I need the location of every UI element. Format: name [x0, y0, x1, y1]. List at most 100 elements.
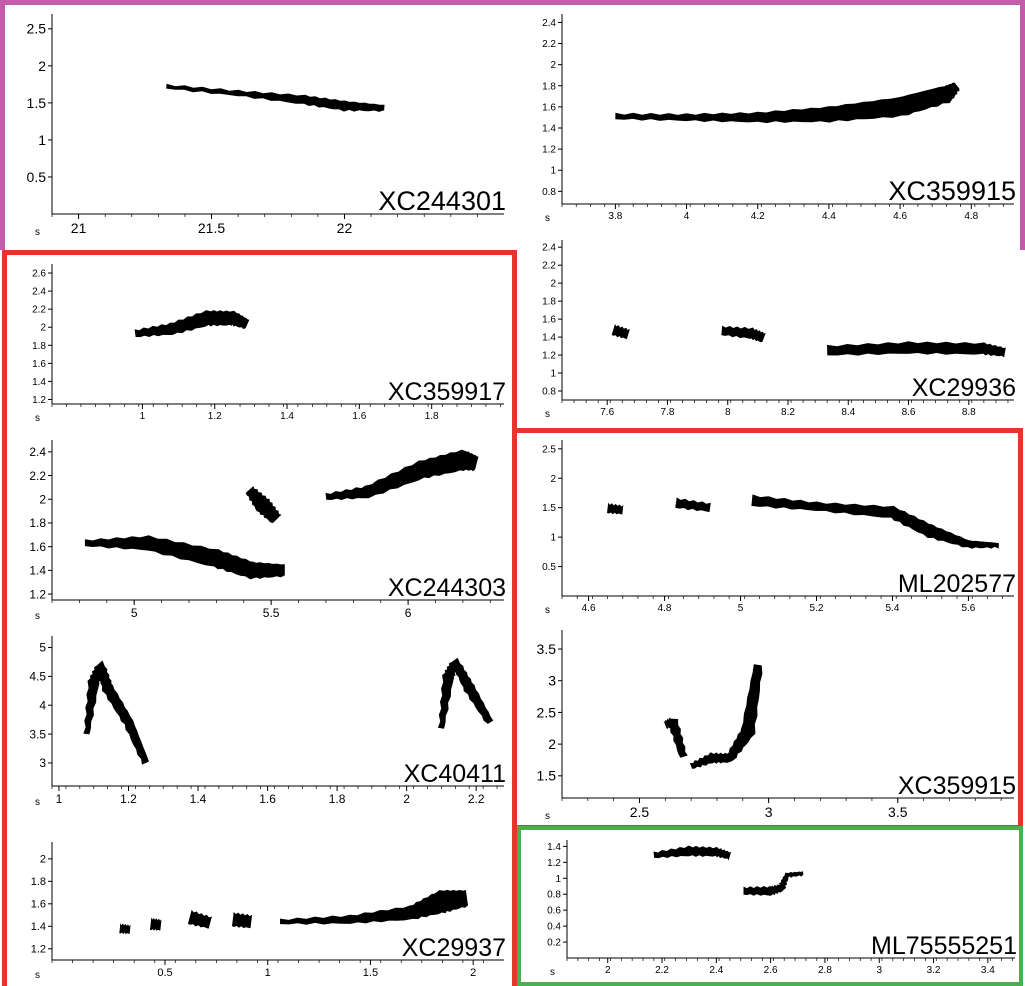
x-tick-label: 2.4 — [709, 965, 723, 976]
y-tick-label: 1.6 — [29, 540, 46, 554]
x-unit-label: s — [35, 227, 40, 238]
x-tick-label: 4.4 — [822, 211, 836, 222]
x-tick-label: 8.6 — [902, 407, 916, 418]
x-tick-label: 4.8 — [964, 211, 978, 222]
x-tick-label: 5.5 — [263, 606, 280, 620]
panel-xc244301: 0.5 1 1.5 2 2.5 21 21.5 22 s XC244301 — [27, 14, 506, 238]
y-tick-label: 1.2 — [542, 145, 556, 156]
x-tick-label: 2.5 — [630, 804, 650, 820]
recording-id-label: XC359915 — [898, 772, 1016, 800]
y-tick-label: 0.8 — [542, 387, 556, 398]
spectrogram-trace — [751, 494, 999, 549]
y-tick-label: 1 — [550, 166, 556, 177]
x-tick-label: 1.8 — [329, 792, 346, 806]
spectrogram-trace — [437, 657, 494, 729]
y-tick-label: 1.4 — [547, 842, 561, 853]
y-tick-label: 1.6 — [31, 899, 46, 911]
y-tick-label: 0.4 — [547, 922, 561, 933]
x-unit-label: s — [545, 213, 550, 224]
spectrogram-trace — [607, 502, 624, 515]
recording-id-label: XC244301 — [378, 186, 506, 216]
spectrogram-trace — [675, 497, 711, 513]
x-tick-label: 8.8 — [962, 407, 976, 418]
x-unit-label: s — [545, 605, 550, 616]
y-tick-label: 1.2 — [31, 944, 46, 956]
y-tick-label: 3.5 — [29, 727, 46, 741]
x-tick-label: 1.8 — [425, 411, 439, 422]
y-tick-label: 2.5 — [542, 444, 556, 455]
y-tick-label: 4.5 — [29, 670, 46, 684]
panel-xc359915-a: 0.8 1 1.2 1.4 1.6 1.8 2 2.2 2.4 3.8 4 4.2 4.4 4.6 4.8 s… — [542, 14, 1016, 224]
x-unit-label: s — [545, 409, 550, 420]
y-tick-label: 2 — [548, 736, 556, 752]
spectrogram-trace — [166, 83, 385, 112]
x-tick-label: 5.4 — [886, 603, 900, 614]
recording-id-label: XC29936 — [912, 374, 1016, 402]
spectrogram-trace — [83, 660, 149, 765]
panel-xc359915-b: 1.5 2 2.5 3 3.5 2.5 3 3.5 s XC359915 — [537, 630, 1016, 822]
spectrogram-trace — [134, 310, 250, 338]
x-tick-label: 22 — [337, 220, 353, 236]
x-tick-label: 5.6 — [961, 603, 975, 614]
spectrogram-trace — [615, 82, 960, 124]
spectrogram-trace — [119, 923, 131, 935]
x-tick-label: 4 — [684, 211, 690, 222]
x-tick-label: 1 — [265, 967, 271, 979]
x-tick-label: 4.6 — [582, 603, 596, 614]
y-tick-label: 1 — [38, 132, 46, 148]
x-tick-label: 2.2 — [655, 965, 669, 976]
x-tick-label: 2 — [470, 967, 476, 979]
recording-id-label: ML75555251 — [871, 932, 1017, 960]
spectrogram-trace — [611, 324, 630, 340]
x-tick-label: 4.8 — [658, 603, 672, 614]
y-tick-label: 3 — [39, 756, 46, 770]
x-tick-label: 7.8 — [661, 407, 675, 418]
x-tick-label: 3.4 — [981, 965, 995, 976]
y-tick-label: 1 — [550, 369, 556, 380]
y-tick-label: 2.4 — [29, 445, 46, 459]
y-tick-label: 2.2 — [542, 261, 556, 272]
spectrogram-trace — [743, 871, 804, 896]
x-tick-label: 8 — [725, 407, 731, 418]
recording-id-label: XC29937 — [402, 934, 506, 962]
x-tick-label: 7.6 — [600, 407, 614, 418]
y-tick-label: 5 — [39, 641, 46, 655]
y-tick-label: 1.8 — [31, 876, 46, 888]
x-tick-label: 4.6 — [893, 211, 907, 222]
x-tick-label: 3 — [876, 965, 882, 976]
y-tick-label: 2.6 — [32, 269, 46, 280]
x-unit-label: s — [35, 970, 40, 981]
y-tick-label: 2.2 — [29, 469, 46, 483]
spectrogram-trace — [827, 341, 1006, 358]
x-unit-label: s — [545, 811, 550, 822]
y-tick-label: 2.2 — [32, 305, 46, 316]
panel-ml202577: 0.5 1 1.5 2 2.5 4.6 4.8 5 5.2 5.4 5.6 s ML202577 — [542, 440, 1016, 616]
x-tick-label: 5.2 — [810, 603, 824, 614]
x-unit-label: s — [35, 797, 40, 808]
y-tick-label: 2 — [40, 854, 46, 866]
x-tick-label: 3.8 — [608, 211, 622, 222]
y-tick-label: 2 — [550, 279, 556, 290]
x-tick-label: 1.5 — [363, 967, 378, 979]
y-tick-label: 1.8 — [542, 81, 556, 92]
y-tick-label: 2.4 — [32, 287, 46, 298]
recording-id-label: XC359915 — [888, 176, 1016, 206]
x-tick-label: 1.2 — [120, 792, 137, 806]
spectrogram-trace — [325, 449, 479, 500]
panel-xc244303: 1.2 1.4 1.6 1.8 2 2.2 2.4 5 5.5 6 s XC244303 — [29, 440, 506, 622]
y-tick-label: 0.6 — [547, 906, 561, 917]
spectrogram-trace — [232, 911, 253, 929]
spectrogram-trace — [245, 486, 282, 524]
y-tick-label: 1.5 — [542, 503, 556, 514]
y-tick-label: 1.8 — [32, 341, 46, 352]
y-tick-label: 1.6 — [542, 102, 556, 113]
y-tick-label: 4 — [39, 698, 46, 712]
y-tick-label: 1.5 — [537, 768, 557, 784]
x-tick-label: 3.5 — [888, 804, 908, 820]
x-tick-label: 1.4 — [280, 411, 294, 422]
x-tick-label: 3 — [765, 804, 773, 820]
x-tick-label: 8.4 — [841, 407, 855, 418]
x-tick-label: 1.2 — [208, 411, 222, 422]
recording-id-label: XC244303 — [388, 574, 506, 602]
